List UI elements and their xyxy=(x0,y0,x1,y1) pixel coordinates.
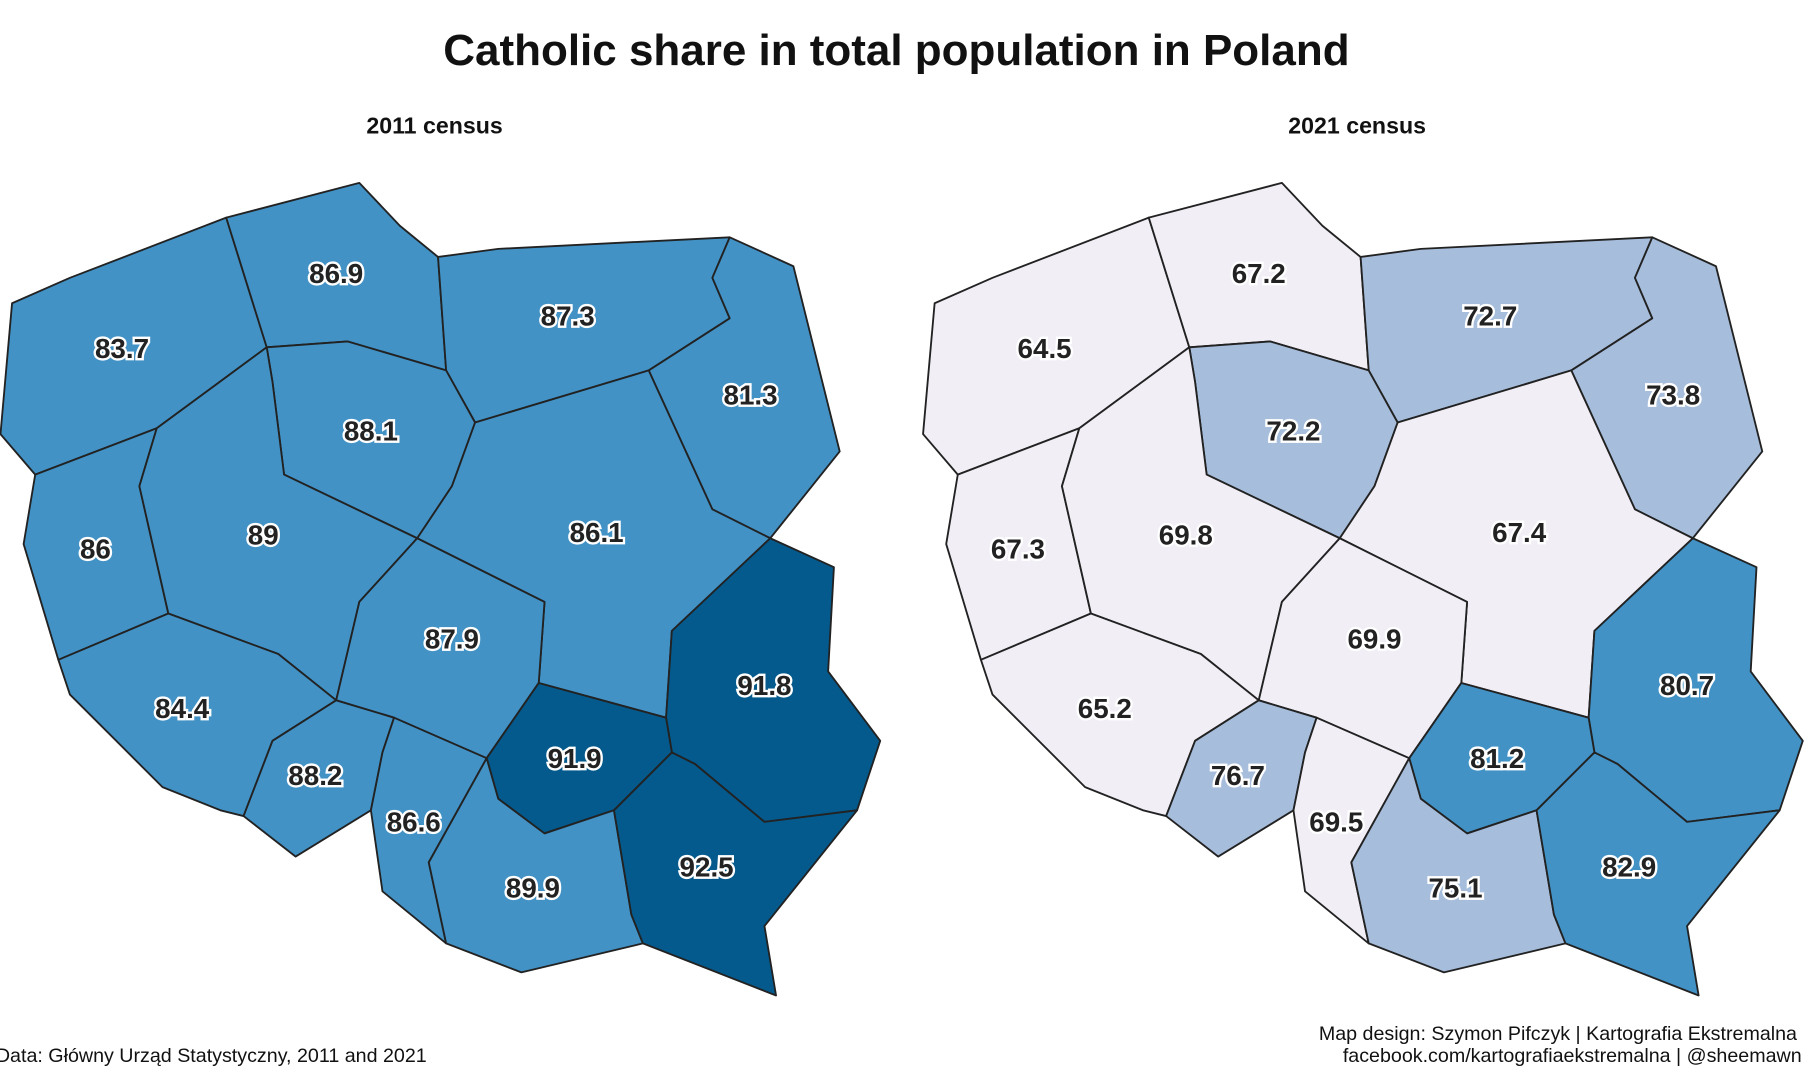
title: Catholic share in total population in Po… xyxy=(443,26,1349,75)
region-value-label: 67.4 xyxy=(1492,517,1547,548)
region-value-label: 86.9 xyxy=(309,258,363,289)
region-value-label: 89.9 xyxy=(506,873,560,904)
region-value-label: 72.2 xyxy=(1266,415,1320,446)
region-value-label: 82.9 xyxy=(1602,852,1656,883)
region-value-label: 72.7 xyxy=(1463,301,1517,332)
credits: facebook.com/kartografiaekstremalna | @s… xyxy=(1343,1045,1802,1067)
region-value-label: 92.5 xyxy=(680,852,734,883)
credits: Map design: Szymon Pifczyk | Kartografia… xyxy=(1319,1023,1797,1045)
region-value-label: 91.9 xyxy=(548,743,602,774)
region-value-label: 89 xyxy=(248,519,279,550)
region-value-label: 88.2 xyxy=(288,760,342,791)
region-value-label: 81.2 xyxy=(1470,743,1524,774)
panel-subtitle: 2011 census xyxy=(366,112,502,138)
region-value-label: 64.5 xyxy=(1018,333,1072,364)
region xyxy=(980,612,1260,818)
region-value-label: 69.9 xyxy=(1347,624,1401,655)
region-value-label: 75.1 xyxy=(1429,873,1483,904)
region-value-label: 83.7 xyxy=(95,333,149,364)
region-value-label: 87.9 xyxy=(425,624,479,655)
region-value-label: 81.3 xyxy=(724,379,778,410)
region xyxy=(613,751,858,997)
region-value-label: 86 xyxy=(80,533,111,564)
region-value-label: 84.4 xyxy=(155,693,210,724)
region-value-label: 91.8 xyxy=(737,670,791,701)
region-value-label: 86.6 xyxy=(387,807,441,838)
region-value-label: 80.7 xyxy=(1660,670,1714,701)
region-value-label: 73.8 xyxy=(1646,379,1700,410)
region-value-label: 88.1 xyxy=(344,415,398,446)
region-value-label: 86.1 xyxy=(570,517,624,548)
panel-subtitle: 2021 census xyxy=(1288,112,1426,138)
region-value-label: 65.2 xyxy=(1078,693,1132,724)
region-value-label: 67.3 xyxy=(991,533,1045,564)
region xyxy=(1535,751,1781,997)
region-value-label: 67.2 xyxy=(1232,258,1286,289)
source: Data: Główny Urząd Statystyczny, 2011 an… xyxy=(0,1045,427,1067)
region-value-label: 69.5 xyxy=(1309,807,1363,838)
region-value-label: 87.3 xyxy=(541,301,595,332)
region xyxy=(57,612,338,818)
region-value-label: 76.7 xyxy=(1211,760,1265,791)
region-value-label: 69.8 xyxy=(1159,519,1213,550)
